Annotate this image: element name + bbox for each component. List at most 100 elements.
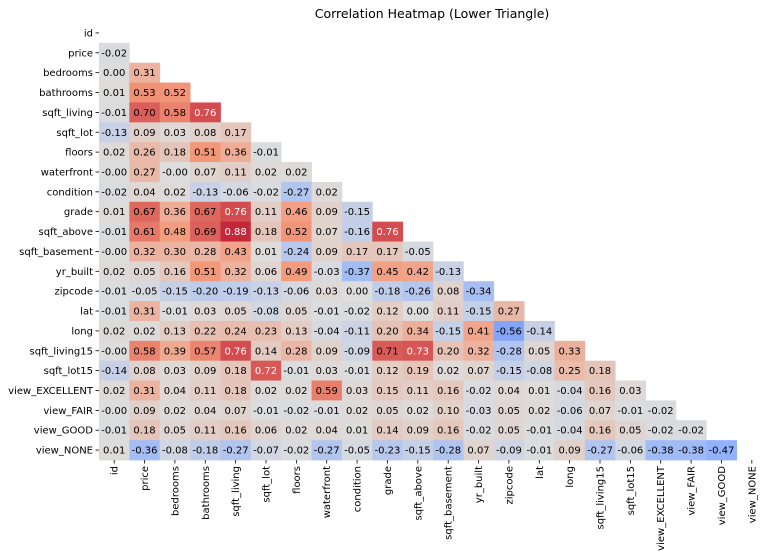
cell-value-label: 0.02	[255, 386, 277, 397]
cell-value-label: 0.03	[316, 287, 338, 298]
cell-value-label: 0.02	[255, 167, 277, 178]
cell-value-label: -0.24	[283, 247, 309, 258]
cell-value-label: -0.37	[344, 267, 370, 278]
cell-value-label: -0.03	[466, 406, 492, 417]
cell-value-label: -0.01	[344, 366, 370, 377]
cell-value-label: -0.01	[101, 108, 127, 119]
heatmap-cell-view_GOOD-sqft_above	[402, 420, 434, 441]
cell-value-label: 0.06	[255, 267, 277, 278]
cell-value-label: 0.39	[164, 346, 186, 357]
heatmap-cell-long-bathrooms	[190, 320, 221, 342]
heatmap-cell-view_GOOD-grade	[372, 420, 404, 441]
cell-value-label: 0.00	[103, 68, 125, 79]
cell-value-label: -0.36	[132, 446, 158, 457]
heatmap-cell-lat-zipcode	[493, 301, 525, 322]
heatmap-cell-zipcode-floors	[281, 281, 312, 302]
heatmap-cell-sqft_living15-sqft_living	[220, 340, 252, 362]
heatmap-cell-sqft_lot-bedrooms	[159, 122, 191, 143]
heatmap-cell-view_NONE-long	[554, 440, 586, 461]
heatmap-cell-lat-sqft_lot	[250, 301, 282, 322]
cell-value-label: -0.01	[617, 406, 643, 417]
cell-value-label: 0.52	[285, 227, 307, 238]
heatmap-cell-view_GOOD-lat	[524, 420, 555, 441]
y-tick-label-view_FAIR: view_FAIR	[43, 406, 93, 417]
cell-value-label: 0.15	[376, 386, 398, 397]
cell-value-label: -0.06	[557, 406, 583, 417]
heatmap-cell-long-sqft_living	[220, 320, 252, 342]
heatmap-cell-view_FAIR-sqft_living	[220, 400, 252, 421]
cell-value-label: 0.04	[316, 426, 338, 437]
cell-value-label: 0.02	[103, 326, 125, 337]
heatmap-cell-view_GOOD-price	[129, 420, 161, 441]
cell-value-label: 0.76	[225, 346, 247, 357]
cell-value-label: 0.31	[133, 386, 155, 397]
heatmap-cell-view_FAIR-view_EXCELLENT	[645, 400, 677, 421]
heatmap-cell-waterfront-sqft_lot	[250, 162, 282, 183]
x-tick-label-yr_built: yr_built	[474, 466, 485, 503]
x-tick-label-grade: grade	[383, 466, 394, 495]
cell-value-label: -0.02	[283, 406, 309, 417]
cell-value-label: -0.09	[344, 346, 370, 357]
heatmap-cell-sqft_lot15-long	[554, 360, 586, 381]
cell-value-label: 0.12	[376, 307, 398, 318]
y-tick-label-sqft_above: sqft_above	[39, 227, 94, 238]
heatmap-cell-view_EXCELLENT-sqft_lot15	[615, 380, 646, 401]
x-tick-label-id: id	[110, 466, 121, 475]
heatmap-cell-view_GOOD-long	[554, 420, 586, 441]
cell-value-label: -0.15	[435, 326, 461, 337]
cell-value-label: 0.34	[407, 326, 429, 337]
cell-value-label: 0.02	[164, 187, 186, 198]
cell-value-label: -0.13	[435, 267, 461, 278]
y-tick-label-sqft_living15: sqft_living15	[30, 346, 94, 357]
cell-value-label: 0.76	[225, 207, 247, 218]
cell-value-label: 0.24	[225, 326, 247, 337]
heatmap-cell-long-grade	[372, 320, 404, 342]
cell-value-label: 0.48	[164, 227, 186, 238]
cell-value-label: -0.00	[101, 247, 127, 258]
cell-value-label: 0.08	[133, 366, 155, 377]
cell-value-label: 0.07	[194, 167, 216, 178]
cell-value-label: 0.11	[194, 386, 216, 397]
cell-value-label: -0.14	[101, 366, 127, 377]
cell-value-label: 0.08	[194, 128, 216, 139]
heatmap-cell-floors-bedrooms	[159, 142, 191, 163]
heatmap-cell-long-lat	[524, 320, 555, 342]
heatmap-cell-view_EXCELLENT-waterfront	[311, 380, 343, 401]
cell-value-label: 0.31	[133, 68, 155, 79]
cell-value-label: 0.57	[194, 346, 216, 357]
heatmap-cell-waterfront-sqft_living	[220, 162, 252, 183]
heatmap-cell-yr_built-sqft_above	[402, 261, 434, 282]
heatmap-cell-sqft_lot15-condition	[341, 360, 373, 381]
cell-value-label: -0.19	[223, 287, 249, 298]
cell-value-label: 0.17	[225, 128, 247, 139]
heatmap-cell-view_FAIR-lat	[524, 400, 555, 421]
cell-value-label: 0.27	[498, 307, 520, 318]
cell-value-label: -0.02	[101, 48, 127, 59]
heatmap-cell-view_GOOD-sqft_lot	[250, 420, 282, 441]
heatmap-cell-view_GOOD-zipcode	[493, 420, 525, 441]
x-tick-label-sqft_living15: sqft_living15	[596, 466, 607, 530]
cell-value-label: 0.01	[255, 247, 277, 258]
cell-value-label: -0.01	[526, 426, 552, 437]
cell-value-label: 0.18	[225, 386, 247, 397]
heatmap-cell-sqft_living15-condition	[341, 340, 373, 362]
heatmap-cell-grade-sqft_lot	[250, 201, 282, 223]
heatmap-cell-lat-id	[99, 301, 130, 322]
heatmap-cell-view_NONE-waterfront	[311, 440, 343, 461]
x-tick-label-sqft_lot15: sqft_lot15	[626, 466, 637, 515]
heatmap-cell-sqft_lot15-sqft_basement	[433, 360, 464, 381]
cell-value-label: 0.03	[194, 307, 216, 318]
x-tick-label-bedrooms: bedrooms	[170, 466, 181, 516]
cell-value-label: 0.16	[589, 386, 611, 397]
cell-value-label: -0.09	[496, 446, 522, 457]
heatmap-cell-long-yr_built	[463, 320, 495, 342]
cell-value-label: 0.18	[133, 426, 155, 437]
heatmap-cell-view_NONE-floors	[281, 440, 312, 461]
cell-value-label: 0.11	[255, 207, 277, 218]
heatmap-cell-sqft_living15-sqft_basement	[433, 340, 464, 362]
heatmap-cell-grade-condition	[341, 201, 373, 223]
heatmap-cell-sqft_lot15-bedrooms	[159, 360, 191, 381]
cell-value-label: 0.03	[619, 386, 641, 397]
heatmap-cell-waterfront-bathrooms	[190, 162, 221, 183]
cell-value-label: 0.16	[437, 386, 459, 397]
